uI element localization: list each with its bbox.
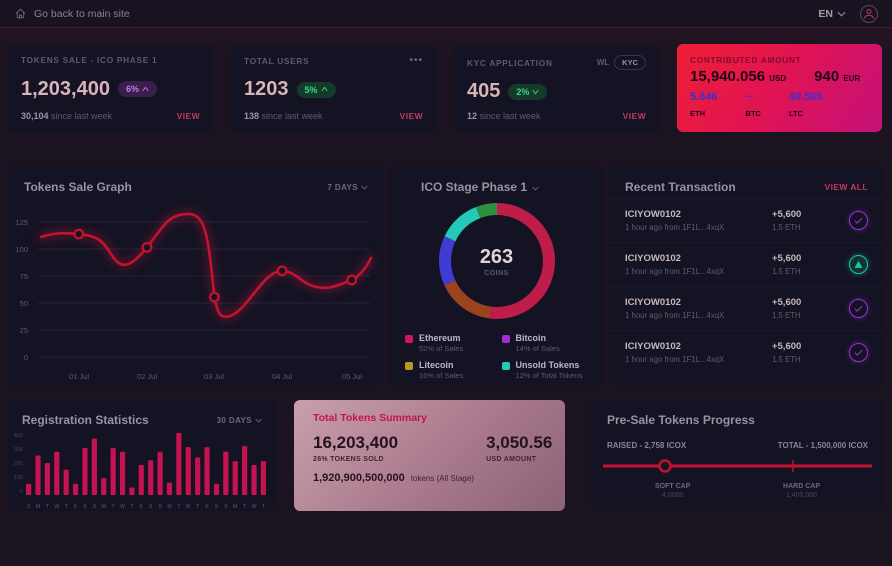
- svg-text:S: S: [83, 504, 87, 510]
- svg-text:F: F: [139, 504, 142, 510]
- svg-text:T: T: [64, 504, 68, 510]
- svg-text:125: 125: [15, 218, 28, 227]
- svg-text:M: M: [101, 504, 105, 510]
- svg-text:W: W: [251, 504, 256, 510]
- svg-text:75: 75: [20, 272, 28, 281]
- svg-text:01 Jul: 01 Jul: [69, 372, 89, 381]
- svg-text:T: T: [111, 504, 115, 510]
- svg-text:W: W: [185, 504, 190, 510]
- svg-text:02 Jul: 02 Jul: [137, 372, 157, 381]
- svg-text:0: 0: [24, 353, 28, 362]
- svg-text:04 Jul: 04 Jul: [272, 372, 292, 381]
- svg-text:S: S: [27, 504, 31, 510]
- svg-text:05 Jul: 05 Jul: [342, 372, 362, 381]
- svg-text:S: S: [224, 504, 228, 510]
- svg-text:100: 100: [15, 245, 28, 254]
- svg-text:T: T: [45, 504, 49, 510]
- svg-text:S: S: [92, 504, 96, 510]
- svg-text:T: T: [130, 504, 134, 510]
- svg-text:S: S: [149, 504, 153, 510]
- svg-text:W: W: [120, 504, 125, 510]
- svg-text:T: T: [177, 504, 181, 510]
- svg-text:50: 50: [20, 299, 28, 308]
- svg-text:S: S: [158, 504, 162, 510]
- svg-text:S: S: [214, 504, 218, 510]
- svg-text:T: T: [196, 504, 200, 510]
- svg-text:T: T: [261, 504, 265, 510]
- svg-text:M: M: [167, 504, 171, 510]
- svg-text:03 Jul: 03 Jul: [204, 372, 224, 381]
- svg-text:25: 25: [20, 326, 28, 335]
- svg-text:M: M: [35, 504, 39, 510]
- svg-text:F: F: [205, 504, 208, 510]
- svg-text:M: M: [233, 504, 237, 510]
- svg-text:W: W: [54, 504, 59, 510]
- svg-text:F: F: [74, 504, 77, 510]
- svg-text:T: T: [243, 504, 247, 510]
